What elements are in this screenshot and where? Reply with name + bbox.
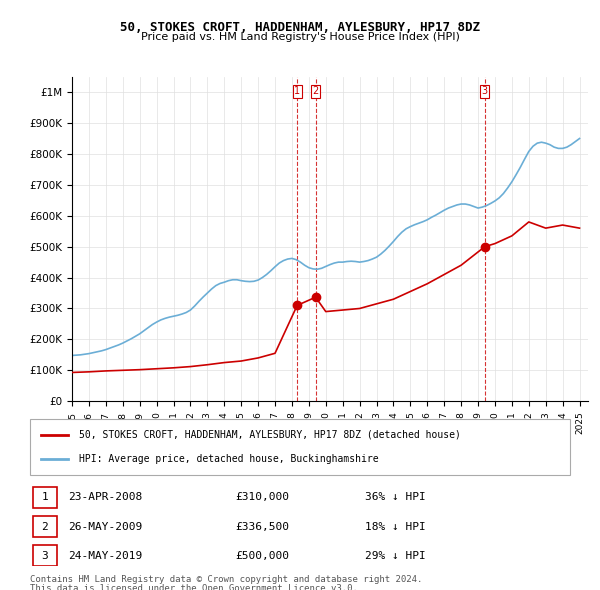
Text: This data is licensed under the Open Government Licence v3.0.: This data is licensed under the Open Gov… [30, 584, 358, 590]
Text: 1: 1 [294, 86, 300, 96]
Text: £336,500: £336,500 [235, 522, 289, 532]
Text: 50, STOKES CROFT, HADDENHAM, AYLESBURY, HP17 8DZ (detached house): 50, STOKES CROFT, HADDENHAM, AYLESBURY, … [79, 430, 460, 440]
FancyBboxPatch shape [33, 545, 57, 566]
Text: 24-MAY-2019: 24-MAY-2019 [68, 551, 142, 560]
Text: 3: 3 [41, 551, 48, 560]
Text: Contains HM Land Registry data © Crown copyright and database right 2024.: Contains HM Land Registry data © Crown c… [30, 575, 422, 584]
Text: £500,000: £500,000 [235, 551, 289, 560]
Text: 2: 2 [313, 86, 319, 96]
FancyBboxPatch shape [30, 419, 570, 475]
Text: 29% ↓ HPI: 29% ↓ HPI [365, 551, 425, 560]
Text: 18% ↓ HPI: 18% ↓ HPI [365, 522, 425, 532]
FancyBboxPatch shape [33, 516, 57, 537]
Text: HPI: Average price, detached house, Buckinghamshire: HPI: Average price, detached house, Buck… [79, 454, 378, 464]
Text: Price paid vs. HM Land Registry's House Price Index (HPI): Price paid vs. HM Land Registry's House … [140, 32, 460, 42]
Text: 23-APR-2008: 23-APR-2008 [68, 493, 142, 502]
Text: 2: 2 [41, 522, 48, 532]
Text: £310,000: £310,000 [235, 493, 289, 502]
Text: 26-MAY-2009: 26-MAY-2009 [68, 522, 142, 532]
FancyBboxPatch shape [33, 487, 57, 508]
Text: 36% ↓ HPI: 36% ↓ HPI [365, 493, 425, 502]
Text: 50, STOKES CROFT, HADDENHAM, AYLESBURY, HP17 8DZ: 50, STOKES CROFT, HADDENHAM, AYLESBURY, … [120, 21, 480, 34]
Text: 1: 1 [41, 493, 48, 502]
Text: 3: 3 [482, 86, 488, 96]
